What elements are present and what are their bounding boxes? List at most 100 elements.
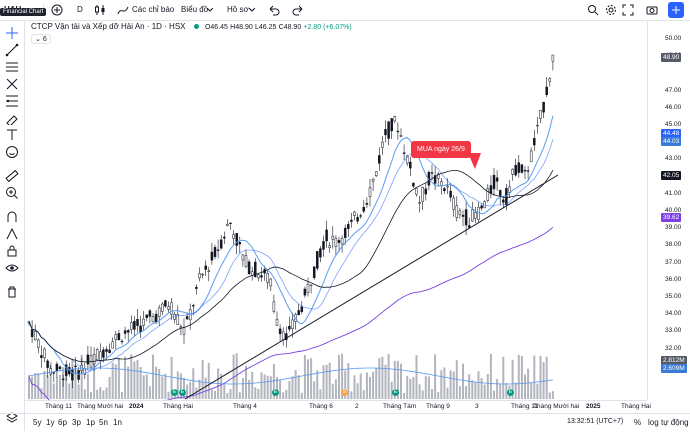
horizontal-lines-icon[interactable]: [5, 60, 19, 74]
price-badge: 2.609M: [661, 364, 687, 374]
zoom-in-icon[interactable]: [5, 186, 19, 200]
buy-annotation[interactable]: MUA ngày 26/9: [411, 141, 471, 158]
range-1y[interactable]: 1y: [46, 418, 55, 427]
chevron-down-icon: [249, 8, 255, 12]
earnings-marker[interactable]: E: [507, 389, 514, 396]
trash-icon[interactable]: [5, 285, 19, 299]
drawing-toolbar: [0, 21, 25, 431]
time-label: 2025: [586, 403, 601, 410]
price-label: 32.00: [665, 344, 682, 352]
trend-line[interactable]: [184, 174, 559, 400]
trend-line-icon[interactable]: [5, 43, 19, 57]
annotation-pointer: [468, 153, 481, 169]
earnings-marker[interactable]: E: [179, 389, 186, 396]
tooltip: Financial Chart: [0, 8, 47, 16]
earnings-marker[interactable]: E: [392, 389, 399, 396]
time-label: Tháng 4: [233, 403, 257, 410]
range-5d[interactable]: 5n: [99, 418, 108, 427]
time-scale[interactable]: Tháng 11 Tháng Mười hai 2024 Tháng Hai Tháng…: [25, 400, 651, 413]
price-label: 43.00: [665, 155, 682, 163]
log-toggle[interactable]: log: [648, 418, 659, 427]
split-marker[interactable]: S: [341, 389, 348, 396]
legend-close: C48.90: [278, 24, 302, 31]
time-label: 2024: [129, 403, 144, 410]
price-label: 34.00: [665, 310, 682, 318]
legend-high: H48.90: [230, 24, 253, 31]
emoji-icon[interactable]: [5, 145, 19, 159]
price-label: 50.00: [665, 35, 682, 42]
indicators-icon[interactable]: [117, 4, 129, 16]
eye-icon[interactable]: [5, 261, 19, 275]
gear-icon[interactable]: [605, 4, 617, 16]
chevron-down-icon: [207, 8, 213, 12]
price-label: 33.00: [665, 327, 682, 335]
time-label: Tháng 9: [426, 403, 450, 410]
time-label: Tháng Hai: [163, 403, 193, 410]
earnings-marker[interactable]: E: [272, 389, 279, 396]
legend-low: L46.25: [254, 24, 277, 31]
candles-icon[interactable]: [94, 4, 106, 16]
time-label: Tháng Mười hai: [77, 403, 124, 410]
range-1m[interactable]: 1p: [86, 418, 95, 427]
indicators-button[interactable]: Các chỉ báo: [132, 5, 175, 14]
price-label: 45.00: [665, 121, 682, 128]
time-label: Tháng Tám: [383, 403, 417, 410]
price-badge: 42.05: [661, 170, 682, 180]
top-toolbar: HAH D Các chỉ báo Biểu đồ Hồ sơ: [0, 0, 690, 21]
text-icon[interactable]: [5, 128, 19, 142]
price-badge: 48.90: [661, 52, 682, 62]
market-status-icon: [193, 24, 199, 29]
pitchfork-icon[interactable]: [5, 77, 19, 91]
price-badge: 44.03: [661, 136, 682, 146]
range-5y[interactable]: 5y: [33, 418, 42, 427]
time-label: Tháng Mười hai: [533, 403, 580, 410]
price-label: 37.00: [665, 258, 682, 266]
clock[interactable]: 13:32:51 (UTC+7): [567, 418, 624, 425]
undo-icon[interactable]: [268, 4, 280, 16]
range-6m[interactable]: 6p: [58, 418, 67, 427]
auto-toggle[interactable]: tự động: [661, 418, 689, 427]
chart-type-button[interactable]: Biểu đồ: [181, 5, 209, 14]
price-label: 39.00: [665, 224, 682, 232]
legend-change: +2.80 (+6.07%): [303, 24, 352, 31]
symbol-title[interactable]: CTCP Vận tải và Xếp dỡ Hải An · 1D · HSX: [31, 22, 186, 31]
price-scale[interactable]: 50.0049.0047.0046.0045.0043.0041.0040.00…: [647, 21, 690, 400]
range-1d[interactable]: 1n: [113, 418, 122, 427]
fib-retracement-icon[interactable]: [5, 94, 19, 108]
price-chart[interactable]: [25, 21, 647, 400]
time-label: Tháng Hai: [621, 403, 651, 410]
indicators-toggle[interactable]: ⌄ 6: [31, 34, 51, 44]
price-badge: 44.48: [661, 128, 682, 138]
publish-icon[interactable]: [668, 2, 684, 18]
price-label: 38.00: [665, 241, 682, 249]
redo-icon[interactable]: [292, 4, 304, 16]
price-label: 35.00: [665, 293, 682, 300]
percent-toggle[interactable]: %: [634, 418, 642, 427]
brush-icon[interactable]: [5, 111, 19, 125]
magnet-icon[interactable]: [5, 210, 19, 224]
price-label: 41.00: [665, 189, 682, 197]
time-label: Tháng 11: [45, 403, 72, 410]
fullscreen-icon[interactable]: [622, 4, 634, 16]
price-label: 46.00: [665, 103, 682, 111]
add-symbol-icon[interactable]: [51, 4, 63, 16]
bottom-toolbar: 5y 1y 6p 3p 1p 5n 1n 13:32:51 (UTC+7) % …: [0, 413, 690, 432]
price-label: 36.00: [665, 275, 682, 283]
range-3m[interactable]: 3p: [72, 418, 81, 427]
camera-icon[interactable]: [646, 4, 658, 16]
layers-icon[interactable]: [5, 411, 19, 425]
crosshair-icon[interactable]: [5, 26, 19, 40]
price-label: 40.00: [665, 207, 682, 214]
price-badge: 39.62: [661, 212, 682, 222]
stay-drawing-icon[interactable]: [5, 227, 19, 241]
ruler-icon[interactable]: [5, 169, 19, 183]
time-label: 3: [475, 403, 479, 410]
earnings-marker[interactable]: E: [171, 389, 178, 396]
price-badge: 2.812M: [661, 355, 687, 365]
search-icon[interactable]: [587, 4, 599, 16]
template-button[interactable]: Hồ sơ: [227, 5, 249, 14]
interval-button[interactable]: D: [77, 5, 83, 14]
lock-icon[interactable]: [5, 244, 19, 258]
legend-open: O46.45: [204, 24, 228, 31]
time-label: Tháng 6: [309, 403, 333, 410]
